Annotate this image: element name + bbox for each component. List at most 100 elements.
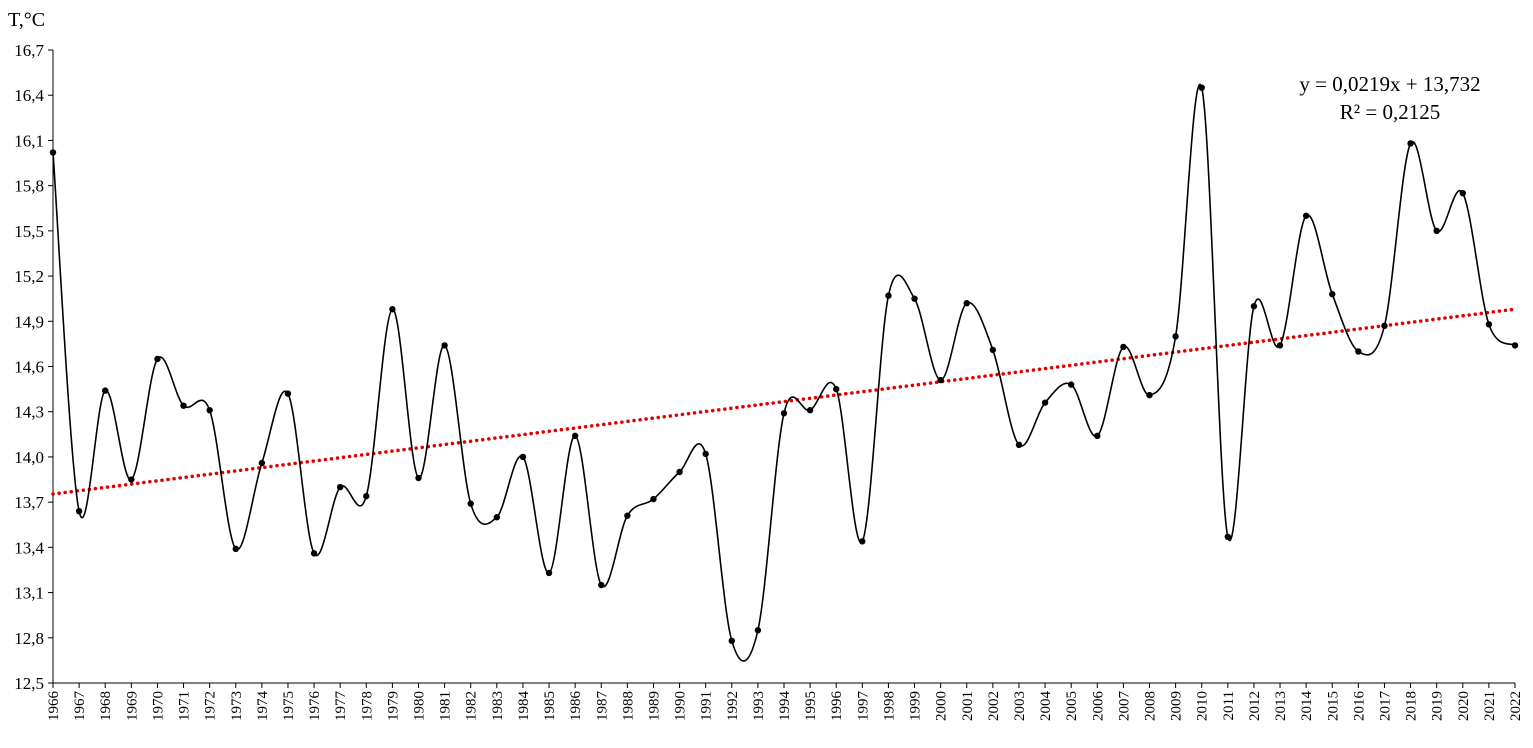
x-tick-label: 1968: [98, 691, 114, 721]
data-point: [258, 459, 266, 467]
x-tick-label: 2013: [1273, 691, 1289, 721]
data-point: [1485, 321, 1493, 328]
data-point: [598, 581, 605, 589]
data-point: [1041, 399, 1049, 406]
x-tick-label: 2018: [1404, 691, 1420, 721]
data-point: [467, 500, 474, 507]
x-tick-label: 1996: [829, 691, 845, 722]
x-tick-label: 1976: [307, 691, 323, 722]
y-tick-label: 13,4: [14, 538, 44, 557]
x-tick-label: 1969: [124, 691, 140, 721]
x-tick-label: 1977: [333, 691, 349, 722]
series-line: [52, 83, 1516, 662]
y-tick-label: 14,0: [14, 448, 44, 467]
data-point: [415, 474, 422, 482]
data-point: [1355, 348, 1362, 355]
data-point: [1381, 322, 1388, 330]
data-point: [1224, 533, 1232, 541]
x-tick-label: 2009: [1169, 691, 1185, 721]
y-tick-label: 12,8: [14, 629, 44, 648]
x-tick-label: 1989: [646, 691, 662, 721]
x-tick-label: 1988: [620, 691, 636, 721]
x-tick-label: 1974: [255, 691, 271, 722]
data-point: [1276, 342, 1284, 349]
y-tick-label: 15,5: [14, 222, 44, 241]
data-point: [180, 402, 187, 409]
x-tick-label: 1970: [150, 691, 166, 721]
x-tick-label: 2021: [1482, 691, 1498, 721]
data-point: [284, 390, 292, 397]
x-tick-label: 1990: [673, 691, 689, 721]
x-tick-label: 2001: [960, 691, 976, 721]
x-tick-label: 1984: [516, 691, 532, 722]
data-point: [1172, 333, 1179, 340]
x-tick-label: 2020: [1456, 691, 1472, 721]
data-point: [128, 476, 135, 483]
data-point: [1120, 343, 1127, 351]
x-tick-label: 1971: [177, 691, 193, 721]
x-tick-label: 1983: [490, 691, 506, 721]
data-point: [937, 376, 944, 384]
data-point: [389, 306, 396, 313]
x-tick-label: 1991: [699, 691, 715, 721]
y-axis-label: T,°C: [8, 9, 45, 31]
x-tick-label: 2014: [1299, 691, 1315, 722]
x-tick-label: 1997: [855, 691, 871, 722]
y-tick-label: 14,3: [14, 403, 44, 422]
data-point: [702, 450, 709, 458]
x-tick-label: 2012: [1247, 691, 1263, 721]
x-tick-label: 1987: [594, 691, 610, 722]
y-tick-label: 16,7: [14, 41, 44, 60]
x-tick-label: 1985: [542, 691, 558, 721]
data-point: [493, 514, 501, 521]
trendline-r-squared: R² = 0,2125: [1340, 100, 1440, 124]
x-tick-label: 1967: [72, 691, 88, 722]
x-tick-label: 2011: [1221, 691, 1237, 720]
x-tick-label: 1972: [203, 691, 219, 721]
data-point: [75, 507, 83, 515]
x-tick-label: 2017: [1377, 691, 1393, 722]
x-tick-label: 1973: [229, 691, 245, 721]
x-tick-label: 1979: [385, 691, 401, 721]
y-tick-label: 15,8: [14, 177, 44, 196]
x-tick-label: 2007: [1116, 691, 1132, 722]
y-axis-ticks: 12,5 12,8 13,1 13,4 13,7 14,0 14,3 14,6 14,9 15,2…: [14, 41, 53, 693]
x-tick-label: 2010: [1195, 691, 1211, 721]
data-point: [571, 432, 579, 440]
data-point: [363, 492, 370, 500]
x-tick-label: 1992: [725, 691, 741, 721]
data-point: [154, 355, 161, 363]
y-tick-label: 12,5: [14, 674, 44, 693]
x-tick-label: 2006: [1090, 691, 1106, 722]
x-tick-label: 1995: [803, 691, 819, 721]
data-point: [1015, 441, 1023, 449]
data-point: [963, 300, 970, 307]
x-tick-label: 2022: [1508, 691, 1524, 721]
data-point: [859, 538, 866, 545]
data-point: [1302, 212, 1310, 219]
x-tick-label: 1998: [881, 691, 897, 721]
x-tick-label: 1966: [46, 691, 62, 722]
x-tick-label: 2002: [986, 691, 1002, 721]
y-tick-label: 16,4: [14, 86, 44, 105]
y-tick-label: 15,2: [14, 267, 44, 286]
data-point: [232, 545, 239, 553]
x-tick-label: 1978: [359, 691, 375, 721]
data-point: [833, 385, 840, 393]
x-tick-label: 2005: [1064, 691, 1080, 721]
x-tick-label: 1999: [908, 691, 924, 721]
x-axis-ticks: 1966 1967 1968 1969 1970 1971 1972 1973 1974 1975…: [46, 683, 1524, 721]
x-tick-label: 2000: [934, 691, 950, 721]
x-tick-label: 1982: [464, 691, 480, 721]
data-point: [728, 637, 735, 644]
data-point: [676, 468, 683, 476]
data-point: [624, 512, 631, 519]
data-point: [1511, 342, 1519, 349]
x-tick-label: 1993: [751, 691, 767, 721]
y-tick-label: 14,6: [14, 358, 44, 377]
data-point: [754, 627, 762, 634]
data-point: [1146, 391, 1153, 399]
x-tick-label: 1980: [412, 691, 428, 721]
x-tick-label: 2003: [1012, 691, 1028, 721]
